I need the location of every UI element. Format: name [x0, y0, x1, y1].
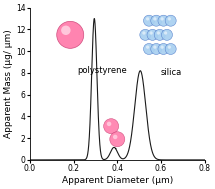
- Text: silica: silica: [161, 68, 182, 77]
- Text: polystyrene: polystyrene: [77, 66, 127, 75]
- Y-axis label: Apparent Mass (μg/ μm): Apparent Mass (μg/ μm): [4, 29, 13, 138]
- X-axis label: Apparent Diameter (μm): Apparent Diameter (μm): [62, 176, 173, 185]
